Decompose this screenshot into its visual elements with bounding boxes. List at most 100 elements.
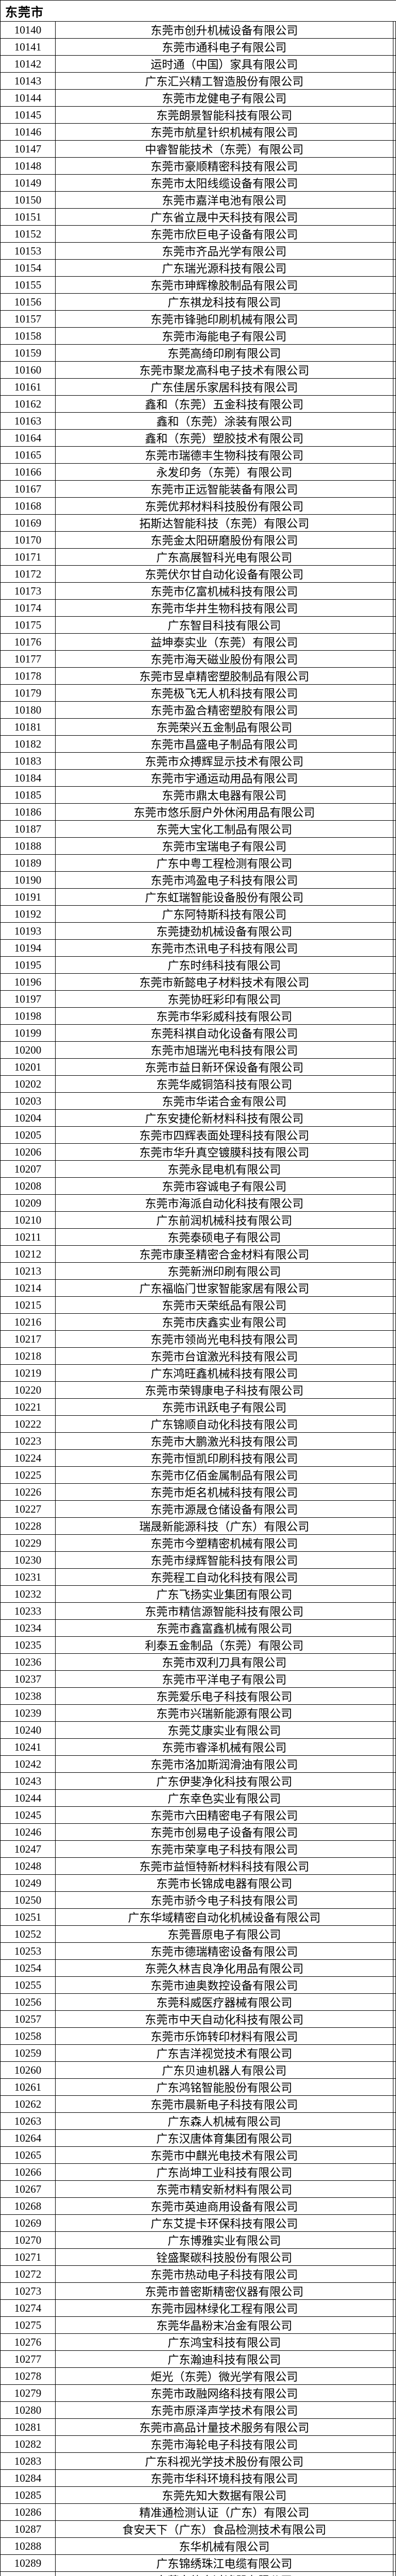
right-edge-cell	[393, 2300, 395, 2316]
company-id: 10232	[1, 1586, 56, 1602]
company-id: 10145	[1, 107, 56, 123]
company-id: 10238	[1, 1688, 56, 1704]
table-row: 10153 东莞市齐品光学有限公司	[0, 243, 396, 260]
right-edge-cell	[393, 2555, 395, 2571]
table-row: 10170 东莞金太阳研磨股份有限公司	[0, 532, 396, 549]
table-row: 10236 东莞市双利刀具有限公司	[0, 1654, 396, 1671]
company-name: 精准通检测认证（广东）有限公司	[56, 2504, 393, 2520]
right-edge-cell	[393, 2198, 395, 2214]
company-id: 10249	[1, 1875, 56, 1891]
company-name: 东莞市新懿电子材料技术有限公司	[56, 974, 393, 990]
company-id: 10218	[1, 1348, 56, 1364]
company-name: 鑫和（东莞）涂装有限公司	[56, 413, 393, 429]
table-row: 10166 永发印务（东莞）有限公司	[0, 464, 396, 481]
right-edge-cell	[393, 1025, 395, 1041]
right-edge-cell	[393, 957, 395, 973]
company-id: 10236	[1, 1654, 56, 1670]
company-name: 东莞科威医疗器械有限公司	[56, 1994, 393, 2010]
company-id: 10259	[1, 2045, 56, 2061]
company-id: 10212	[1, 1246, 56, 1262]
right-edge-cell	[393, 1620, 395, 1636]
company-name: 东莞市中麒光电技术有限公司	[56, 2147, 393, 2163]
table-row: 10242 东莞市洛加斯润滑油有限公司	[0, 1756, 396, 1773]
company-id: 10162	[1, 396, 56, 412]
table-row: 10260 广东贝迪机器人有限公司	[0, 2062, 396, 2079]
table-row: 10253 东莞市德瑞精密设备有限公司	[0, 1943, 396, 1960]
company-id: 10237	[1, 1671, 56, 1687]
right-edge-cell	[393, 1994, 395, 2010]
right-edge-cell	[393, 1178, 395, 1194]
company-name: 东莞极飞无人机科技有限公司	[56, 685, 393, 701]
table-row: 10275 东莞华晶粉末冶金有限公司	[0, 2317, 396, 2334]
table-row: 10284 东莞市华科环境科技有限公司	[0, 2470, 396, 2487]
company-id: 10146	[1, 124, 56, 140]
table-row: 10175 广东智目科技有限公司	[0, 617, 396, 634]
company-name: 东莞市乐饰转印材料有限公司	[56, 2028, 393, 2044]
table-row: 10183 东莞市众搏辉显示技术有限公司	[0, 753, 396, 770]
table-row: 10180 东莞市盈合精密塑胶有限公司	[0, 702, 396, 719]
company-name: 广东瀚迪科技有限公司	[56, 2351, 393, 2367]
company-id: 10274	[1, 2300, 56, 2316]
right-edge-cell	[393, 889, 395, 905]
company-name: 东莞市政融网络科技有限公司	[56, 2385, 393, 2401]
company-name: 东莞华威铜箔科技有限公司	[56, 1076, 393, 1092]
right-edge-cell	[393, 430, 395, 446]
table-row: 10287 食安天下（广东）食品检测技术有限公司	[0, 2521, 396, 2538]
right-edge-cell	[393, 345, 395, 361]
table-row: 10224 东莞市恒凯印刷科技有限公司	[0, 1450, 396, 1467]
company-name: 东莞市原泽声学技术有限公司	[56, 2402, 393, 2418]
company-name: 广东省立晟中天科技有限公司	[56, 209, 393, 225]
company-id: 10183	[1, 753, 56, 769]
company-id: 10201	[1, 1059, 56, 1075]
table-row: 10199 东莞科祺自动化设备有限公司	[0, 1025, 396, 1042]
right-edge-cell	[393, 2572, 395, 2576]
company-id: 10285	[1, 2487, 56, 2503]
right-edge-cell	[393, 2028, 395, 2044]
company-name: 东莞市炬名机械科技有限公司	[56, 1484, 393, 1500]
table-row: 10191 广东虹瑞智能设备股份有限公司	[0, 889, 396, 906]
table-row: 10159 东莞高绮印刷有限公司	[0, 345, 396, 362]
company-name: 东莞久林吉良净化用品有限公司	[56, 1960, 393, 1976]
company-name: 东莞市六田精密电子有限公司	[56, 1807, 393, 1823]
company-id: 10157	[1, 311, 56, 327]
company-name: 东莞市华井生物科技有限公司	[56, 600, 393, 616]
company-name: 东莞市益日新环保设备有限公司	[56, 1059, 393, 1075]
table-row: 10272 东莞市热动电子科技有限公司	[0, 2266, 396, 2283]
right-edge-cell	[393, 2096, 395, 2112]
table-row: 10192 广东阿特斯科技有限公司	[0, 906, 396, 923]
table-row: 10264 广东汉唐体育集团有限公司	[0, 2130, 396, 2147]
company-id: 10287	[1, 2521, 56, 2537]
table-row: 10228 瑞晟新能源科技（广东）有限公司	[0, 1518, 396, 1535]
table-row: 10280 东莞市原泽声学技术有限公司	[0, 2402, 396, 2419]
company-name: 广东中粤工程检测有限公司	[56, 855, 393, 871]
company-name: 广东鸿铭智能股份有限公司	[56, 2079, 393, 2095]
right-edge-cell	[393, 362, 395, 378]
table-row: 10157 东莞市锋驰印刷机械有限公司	[0, 311, 396, 328]
right-edge-cell	[393, 2062, 395, 2078]
company-id: 10182	[1, 736, 56, 752]
table-row: 10213 东莞新洲印刷有限公司	[0, 1263, 396, 1280]
company-name: 东莞市庆鑫实业有限公司	[56, 1314, 393, 1330]
right-edge-cell	[393, 1501, 395, 1517]
right-edge-cell	[393, 243, 395, 259]
company-id: 10152	[1, 226, 56, 242]
company-id: 10272	[1, 2266, 56, 2282]
right-edge-cell	[393, 838, 395, 854]
right-edge-cell	[393, 821, 395, 837]
company-name: 东莞市兴瑞新能源有限公司	[56, 1705, 393, 1721]
company-id: 10270	[1, 2232, 56, 2248]
table-row: 10171 广东高展智科光电有限公司	[0, 549, 396, 566]
table-row: 10149 东莞市太阳线缆设备有限公司	[0, 175, 396, 192]
company-name: 东莞新洲印刷有限公司	[56, 1263, 393, 1279]
company-id: 10260	[1, 2062, 56, 2078]
table-row: 10243 广东伊斐净化科技有限公司	[0, 1773, 396, 1790]
right-edge-cell	[393, 1773, 395, 1789]
table-row: 10142 运时通（中国）家具有限公司	[0, 56, 396, 73]
right-edge-cell	[393, 56, 395, 72]
table-row: 10164 鑫和（东莞）塑胶技术有限公司	[0, 430, 396, 447]
table-row: 10144 东莞市龙健电子有限公司	[0, 90, 396, 107]
table-row: 10279 东莞市政融网络科技有限公司	[0, 2385, 396, 2402]
company-name: 广东汉唐体育集团有限公司	[56, 2130, 393, 2146]
right-edge-cell	[393, 1790, 395, 1806]
right-edge-cell	[393, 1331, 395, 1347]
